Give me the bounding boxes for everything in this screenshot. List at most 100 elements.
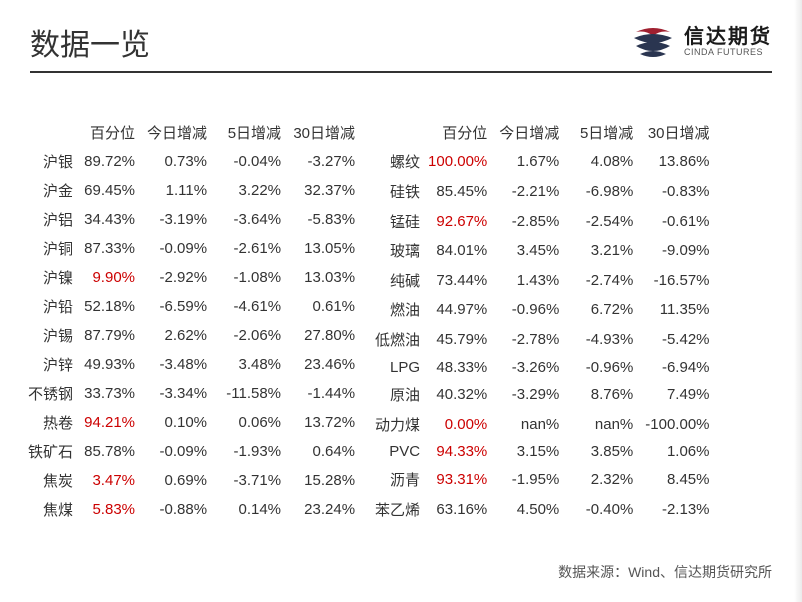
row-30day: -16.57% [639, 266, 715, 296]
row-today: -2.92% [141, 263, 213, 292]
row-30day: 1.06% [639, 439, 715, 465]
col-5day-change: 5日增减 [213, 118, 287, 147]
table-row: 沪锡87.79%2.62%-2.06%27.80% [22, 321, 361, 350]
row-name: PVC [369, 439, 422, 465]
row-today: 0.69% [141, 466, 213, 495]
row-percentile: 48.33% [422, 354, 493, 380]
table-row: 沪铝34.43%-3.19%-3.64%-5.83% [22, 205, 361, 234]
row-5day: 3.85% [565, 439, 639, 465]
row-name: 热卷 [22, 408, 75, 437]
table-row: 低燃油45.79%-2.78%-4.93%-5.42% [369, 325, 715, 355]
row-percentile: 100.00% [422, 147, 493, 177]
row-today: -2.78% [493, 325, 565, 355]
table-row: 沪锌49.93%-3.48%3.48%23.46% [22, 350, 361, 379]
row-name: 铁矿石 [22, 437, 75, 466]
table-row: 原油40.32%-3.29%8.76%7.49% [369, 380, 715, 410]
page-title: 数据一览 [30, 20, 150, 64]
row-name: 硅铁 [369, 177, 422, 207]
table-row: 硅铁85.45%-2.21%-6.98%-0.83% [369, 177, 715, 207]
row-30day: 13.72% [287, 408, 361, 437]
row-name: 沪镍 [22, 263, 75, 292]
row-name: 焦炭 [22, 466, 75, 495]
row-percentile: 94.33% [422, 439, 493, 465]
row-name: 沪锡 [22, 321, 75, 350]
row-today: -2.85% [493, 206, 565, 236]
row-today: -3.34% [141, 379, 213, 408]
row-today: 1.11% [141, 176, 213, 205]
table-row: 沪铜87.33%-0.09%-2.61%13.05% [22, 234, 361, 263]
row-percentile: 84.01% [422, 236, 493, 266]
row-name: 锰硅 [369, 206, 422, 236]
row-percentile: 87.79% [75, 321, 141, 350]
table-row: 不锈钢33.73%-3.34%-11.58%-1.44% [22, 379, 361, 408]
row-30day: 0.64% [287, 437, 361, 466]
table-row: 沪金69.45%1.11%3.22%32.37% [22, 176, 361, 205]
row-today: -3.19% [141, 205, 213, 234]
table-row: 热卷94.21%0.10%0.06%13.72% [22, 408, 361, 437]
row-name: 沪锌 [22, 350, 75, 379]
row-today: -6.59% [141, 292, 213, 321]
row-name: 螺纹 [369, 147, 422, 177]
row-30day: -5.42% [639, 325, 715, 355]
row-5day: 2.32% [565, 465, 639, 495]
row-today: -3.26% [493, 354, 565, 380]
table-row: 纯碱73.44%1.43%-2.74%-16.57% [369, 266, 715, 296]
row-5day: 3.48% [213, 350, 287, 379]
row-name: 不锈钢 [22, 379, 75, 408]
table-row: 焦炭3.47%0.69%-3.71%15.28% [22, 466, 361, 495]
row-5day: -2.74% [565, 266, 639, 296]
row-percentile: 73.44% [422, 266, 493, 296]
table-row: 燃油44.97%-0.96%6.72%11.35% [369, 295, 715, 325]
table-row: 螺纹100.00%1.67%4.08%13.86% [369, 147, 715, 177]
row-30day: -3.27% [287, 147, 361, 176]
row-percentile: 69.45% [75, 176, 141, 205]
row-30day: 27.80% [287, 321, 361, 350]
row-30day: -9.09% [639, 236, 715, 266]
row-30day: -6.94% [639, 354, 715, 380]
row-30day: 7.49% [639, 380, 715, 410]
row-percentile: 45.79% [422, 325, 493, 355]
row-5day: -0.04% [213, 147, 287, 176]
row-30day: 0.61% [287, 292, 361, 321]
col-30day-change: 30日增减 [639, 118, 715, 147]
row-percentile: 0.00% [422, 410, 493, 440]
row-30day: -100.00% [639, 410, 715, 440]
row-name: 玻璃 [369, 236, 422, 266]
row-5day: -2.06% [213, 321, 287, 350]
table-row: 沪银89.72%0.73%-0.04%-3.27% [22, 147, 361, 176]
row-5day: 0.06% [213, 408, 287, 437]
logo-text-en: CINDA FUTURES [684, 48, 772, 58]
row-percentile: 49.93% [75, 350, 141, 379]
row-today: 3.45% [493, 236, 565, 266]
row-today: -0.09% [141, 234, 213, 263]
brand-logo: 信达期货 CINDA FUTURES [630, 24, 772, 60]
row-today: 4.50% [493, 494, 565, 524]
table-row: 玻璃84.01%3.45%3.21%-9.09% [369, 236, 715, 266]
row-percentile: 3.47% [75, 466, 141, 495]
row-30day: 32.37% [287, 176, 361, 205]
row-percentile: 44.97% [422, 295, 493, 325]
row-5day: -0.96% [565, 354, 639, 380]
row-30day: 11.35% [639, 295, 715, 325]
row-name: 沥青 [369, 465, 422, 495]
col-30day-change: 30日增减 [287, 118, 361, 147]
row-percentile: 85.78% [75, 437, 141, 466]
row-5day: -2.61% [213, 234, 287, 263]
col-percentile: 百分位 [422, 118, 493, 147]
row-30day: -0.83% [639, 177, 715, 207]
row-5day: -11.58% [213, 379, 287, 408]
row-today: -2.21% [493, 177, 565, 207]
row-5day: -4.93% [565, 325, 639, 355]
row-5day: -1.93% [213, 437, 287, 466]
table-row: 沥青93.31%-1.95%2.32%8.45% [369, 465, 715, 495]
table-row: 焦煤5.83%-0.88%0.14%23.24% [22, 495, 361, 524]
row-30day: 8.45% [639, 465, 715, 495]
row-name: 低燃油 [369, 325, 422, 355]
table-row: LPG48.33%-3.26%-0.96%-6.94% [369, 354, 715, 380]
row-today: 1.67% [493, 147, 565, 177]
table-row: PVC94.33%3.15%3.85%1.06% [369, 439, 715, 465]
data-source-footer: 数据来源：Wind、信达期货研究所 [558, 562, 772, 582]
row-name: 沪铝 [22, 205, 75, 234]
row-name: 原油 [369, 380, 422, 410]
row-5day: -3.64% [213, 205, 287, 234]
